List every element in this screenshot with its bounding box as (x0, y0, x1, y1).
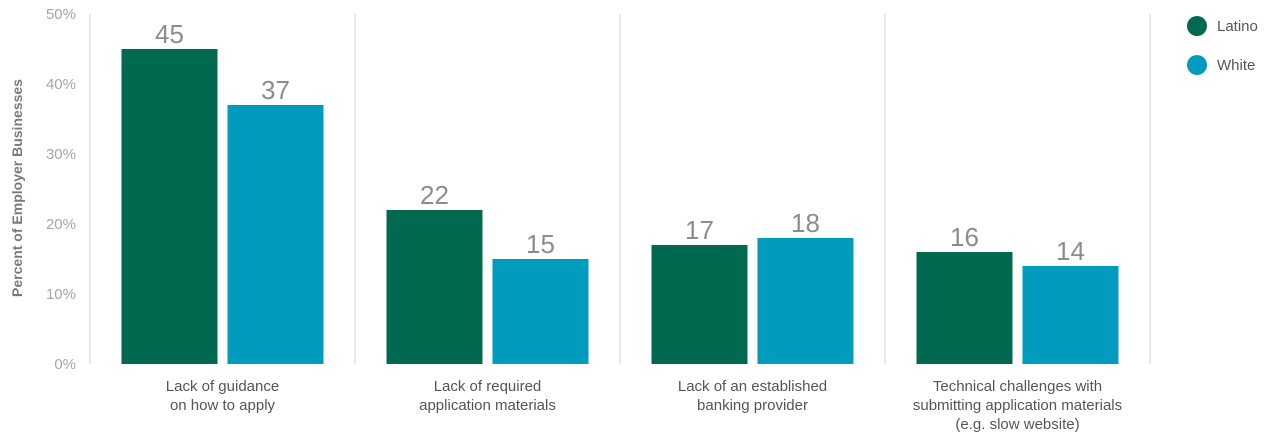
y-tick-label: 0% (54, 356, 76, 373)
bar-latino (651, 245, 748, 364)
category-label-line: Lack of guidance (166, 378, 279, 395)
category-label-line: application materials (419, 397, 556, 414)
data-label: 17 (685, 215, 714, 245)
bar-white (757, 238, 854, 364)
bar-latino (916, 252, 1013, 364)
legend-swatch-white (1187, 55, 1207, 75)
bars (121, 49, 1119, 364)
y-axis-ticks: 0% 10% 20% 30% 40% 50% (46, 6, 76, 373)
legend-swatch-latino (1187, 16, 1207, 36)
bar-latino (386, 210, 483, 364)
data-label: 37 (261, 75, 290, 105)
legend: Latino White (1187, 16, 1258, 75)
category-label: Lack of required application materials (419, 378, 556, 414)
legend-label-latino: Latino (1217, 18, 1258, 35)
bar-white (1022, 266, 1119, 364)
bar-white (227, 105, 324, 364)
bar-latino (121, 49, 218, 364)
category-label: Lack of an established banking provider (678, 378, 827, 414)
category-labels: Lack of guidance on how to apply Lack of r… (166, 378, 1122, 433)
y-tick-label: 20% (46, 216, 76, 233)
data-label: 18 (791, 208, 820, 238)
y-axis-title: Percent of Employer Businesses (9, 79, 25, 297)
category-label-line: submitting application materials (913, 397, 1122, 414)
category-label-line: Lack of an established (678, 378, 827, 395)
category-separators (89, 14, 1151, 364)
category-label-line: Technical challenges with (933, 378, 1102, 395)
category-label: Lack of guidance on how to apply (166, 378, 279, 414)
data-label: 15 (526, 229, 555, 259)
data-label: 45 (155, 19, 184, 49)
data-labels: 45 37 22 15 17 18 16 14 (155, 19, 1085, 266)
legend-label-white: White (1217, 57, 1255, 74)
data-label: 16 (950, 222, 979, 252)
data-label: 22 (420, 180, 449, 210)
category-label-line: Lack of required (434, 378, 542, 395)
category-label-line: banking provider (697, 397, 808, 414)
category-label: Technical challenges with submitting appl… (913, 378, 1122, 433)
category-label-line: on how to apply (170, 397, 276, 414)
data-label: 14 (1056, 236, 1085, 266)
bar-white (492, 259, 589, 364)
y-tick-label: 30% (46, 146, 76, 163)
y-tick-label: 40% (46, 76, 76, 93)
category-label-line: (e.g. slow website) (955, 416, 1079, 433)
y-tick-label: 10% (46, 286, 76, 303)
y-tick-label: 50% (46, 6, 76, 23)
